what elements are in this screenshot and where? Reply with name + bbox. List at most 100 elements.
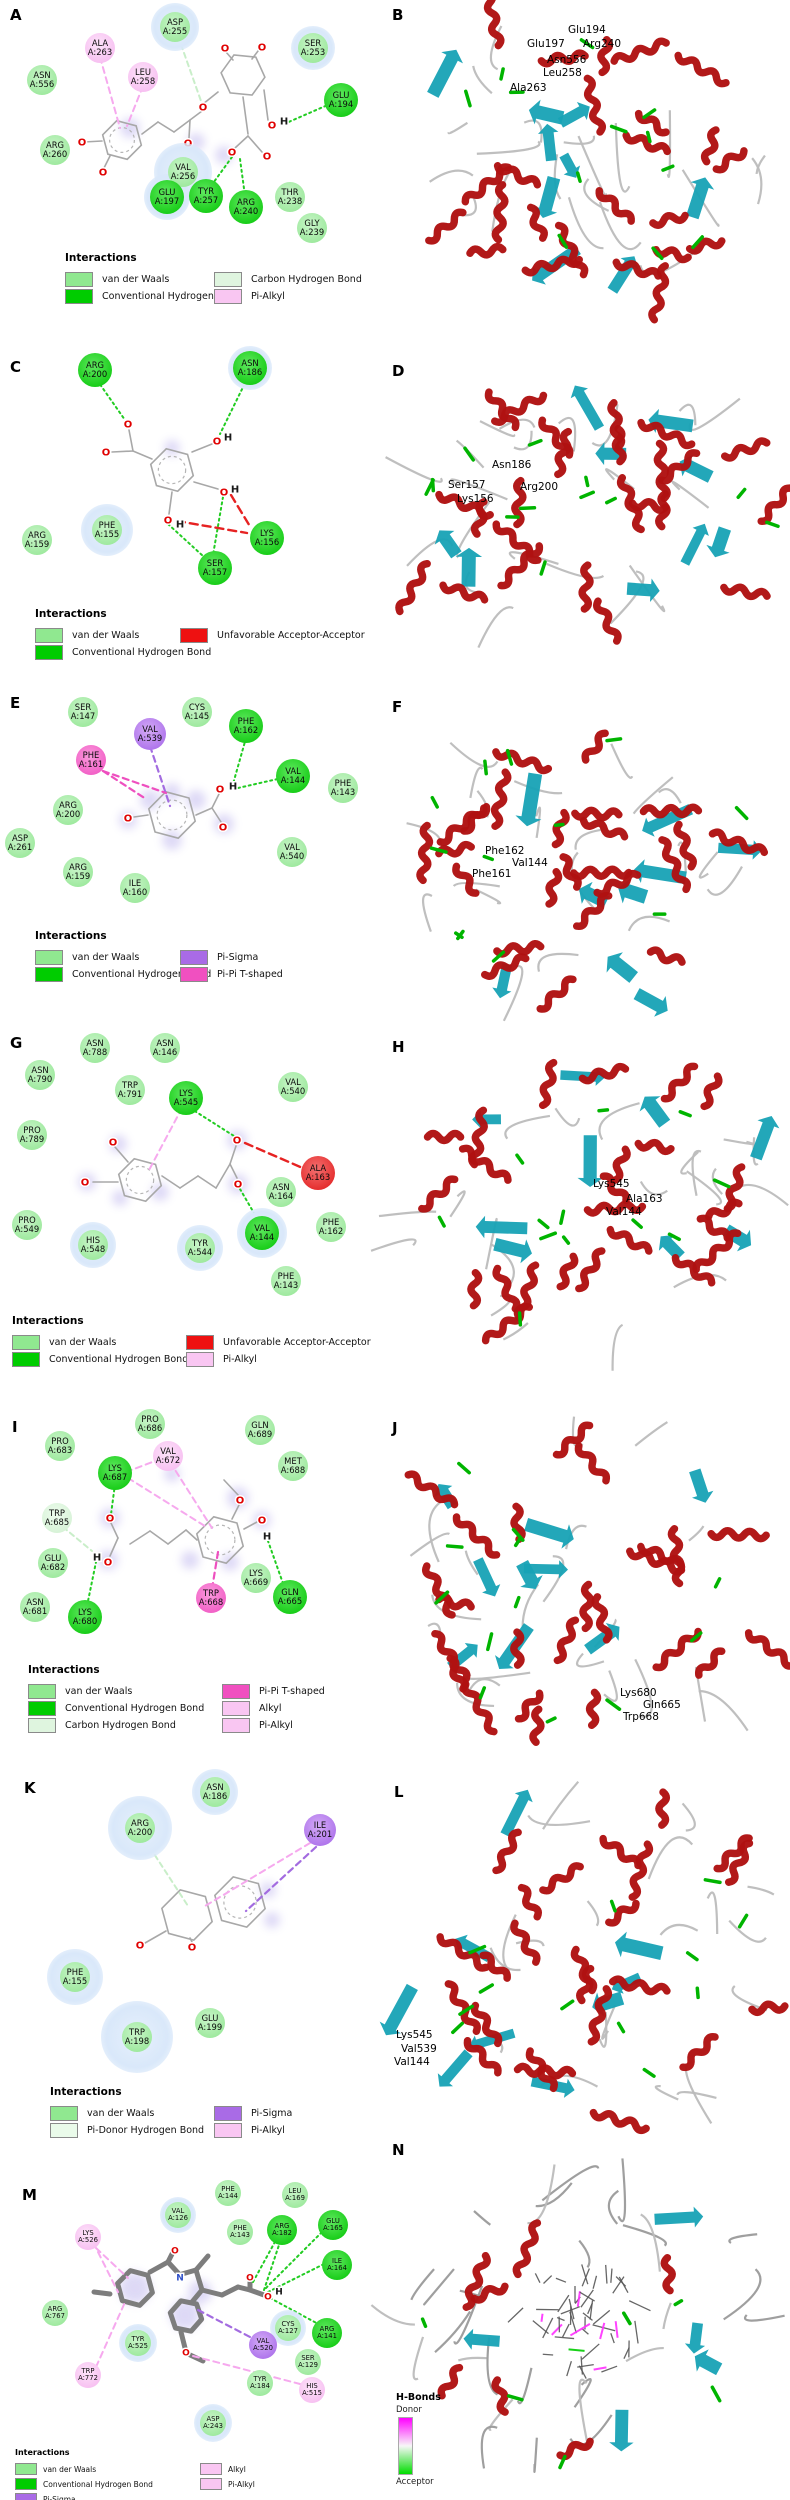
residue-VAL-A540: VAL A:540 <box>278 1072 308 1102</box>
residue-position: A:539 <box>137 733 163 743</box>
structure-label-leu258: Leu258 <box>543 67 582 79</box>
residue-name: VAL <box>284 842 300 853</box>
legend-swatch-pi_donor <box>50 2123 78 2138</box>
residue-name: TYR <box>253 2374 267 2383</box>
legend-item-C-0-0: van der Waals <box>35 628 139 643</box>
residue-name: ILE <box>128 878 142 889</box>
structure-label-val539: Val539 <box>401 2043 437 2055</box>
svg-text:O: O <box>219 823 228 834</box>
legend-item-C-0-1: Conventional Hydrogen Bond <box>35 645 211 660</box>
residue-position: A:201 <box>307 1829 333 1839</box>
residue-name: TRP <box>81 2366 95 2375</box>
residue-name: TRP <box>122 1080 138 1091</box>
residue-name: PHE <box>233 2223 247 2232</box>
svg-text:O: O <box>258 43 267 54</box>
svg-text:O: O <box>220 488 229 499</box>
residue-position: A:260 <box>42 149 68 159</box>
residue-position: A:261 <box>7 842 33 852</box>
residue-name: SER <box>206 558 224 569</box>
residue-name: ARG <box>47 2304 63 2313</box>
svg-text:O: O <box>81 1178 90 1189</box>
svg-text:O: O <box>228 148 237 159</box>
legend-swatch-vdw <box>28 1684 56 1699</box>
residue-name: LYS <box>179 1088 193 1099</box>
residue-position: A:200 <box>82 369 108 379</box>
residue-position: A:159 <box>65 871 91 881</box>
residue-position: A:200 <box>127 1827 153 1837</box>
svg-text:O: O <box>171 2247 179 2257</box>
residue-name: ALA <box>91 38 109 49</box>
svg-text:O: O <box>182 2349 190 2359</box>
legend-item-E-1-0: Pi-Sigma <box>180 950 258 965</box>
residue-position: A:144 <box>280 775 306 785</box>
residue-name: PHE <box>66 1967 84 1978</box>
residue-name: ASN <box>31 1065 49 1076</box>
legend-item-A-1-0: Carbon Hydrogen Bond <box>214 272 362 287</box>
residue-name: VAL <box>254 1223 270 1234</box>
svg-text:O: O <box>213 437 222 448</box>
residue-name: ILE <box>331 2256 343 2265</box>
hbonds-donor-label: Donor <box>396 2405 422 2415</box>
residue-name: LYS <box>108 1463 122 1474</box>
panel-letter-G: G <box>10 1034 23 1052</box>
svg-text:H: H <box>280 117 288 128</box>
svg-text:O: O <box>236 1496 245 1507</box>
residue-name: ASP <box>11 833 29 844</box>
legend-item-G-1-0: Unfavorable Acceptor-Acceptor <box>186 1335 371 1350</box>
residue-GLU-A682: GLU A:682 <box>38 1548 68 1578</box>
svg-text:H: H <box>231 485 239 496</box>
residue-name: CYS <box>281 2319 295 2328</box>
residue-name: LYS <box>260 528 274 539</box>
residue-HIS-A548: HIS A:548 <box>78 1230 108 1260</box>
legend-title-K: Interactions <box>50 2086 122 2098</box>
svg-text:O: O <box>78 138 87 149</box>
legend-swatch-pi_sigma <box>214 2106 242 2121</box>
residue-ASP-A261: ASP A:261 <box>5 828 35 858</box>
legend-label: Carbon Hydrogen Bond <box>251 274 362 285</box>
legend-title-A: Interactions <box>65 252 137 264</box>
legend-item-E-1-1: Pi-Pi T-shaped <box>180 967 283 982</box>
residue-name: GLU <box>332 90 350 101</box>
residue-name: ARG <box>319 2324 335 2333</box>
svg-text:O: O <box>99 168 108 179</box>
panel-letter-I: I <box>12 1418 18 1436</box>
residue-CYS-A145: CYS A:145 <box>182 697 212 727</box>
residue-position: A:144 <box>249 1232 275 1242</box>
residue-name: ASP <box>166 17 184 28</box>
legend-item-M-0-0: van der Waals <box>15 2463 96 2475</box>
residue-ARG-A182: ARG A:182 <box>267 2215 297 2245</box>
residue-name: ASN <box>33 70 51 81</box>
residue-position: A:556 <box>29 79 55 89</box>
residue-TYR-A544: TYR A:544 <box>185 1233 215 1263</box>
panel-letter-E: E <box>10 694 21 712</box>
residue-name: TYR <box>191 1238 209 1249</box>
residue-position: A:162 <box>233 725 259 735</box>
residue-position: A:549 <box>14 1224 40 1234</box>
residue-position: A:686 <box>137 1423 163 1433</box>
legend-label: Pi-Alkyl <box>223 1354 257 1365</box>
residue-position: A:146 <box>152 1047 178 1057</box>
residue-position: A:525 <box>128 2342 148 2350</box>
residue-name: ASN <box>156 1038 174 1049</box>
legend-item-K-0-0: van der Waals <box>50 2106 154 2121</box>
residue-ALA-A163: ALA A:163 <box>301 1156 335 1190</box>
residue-name: LEU <box>288 2186 302 2195</box>
residue-name: TRP <box>49 1508 65 1519</box>
residue-position: A:545 <box>173 1097 199 1107</box>
residue-position: A:253 <box>300 47 326 57</box>
legend-label: van der Waals <box>43 2464 97 2474</box>
legend-label: Alkyl <box>228 2464 246 2474</box>
residue-PHE-A155: PHE A:155 <box>92 515 122 545</box>
svg-text:O: O <box>104 1558 113 1569</box>
residue-ASN-A186: ASN A:186 <box>233 351 267 385</box>
residue-VAL-A520: VAL A:520 <box>249 2331 277 2359</box>
residue-ASN-A556: ASN A:556 <box>27 65 57 95</box>
residue-GLU-A199: GLU A:199 <box>195 2008 225 2038</box>
svg-text:O: O <box>164 516 173 527</box>
legend-label: Pi-Alkyl <box>259 1720 293 1731</box>
residue-position: A:669 <box>243 1577 269 1587</box>
residue-name: VAL <box>171 2206 185 2215</box>
residue-name: PHE <box>98 520 116 531</box>
structure-label-glu194: Glu194 <box>568 24 606 36</box>
legend-swatch-alkyl <box>222 1701 250 1716</box>
